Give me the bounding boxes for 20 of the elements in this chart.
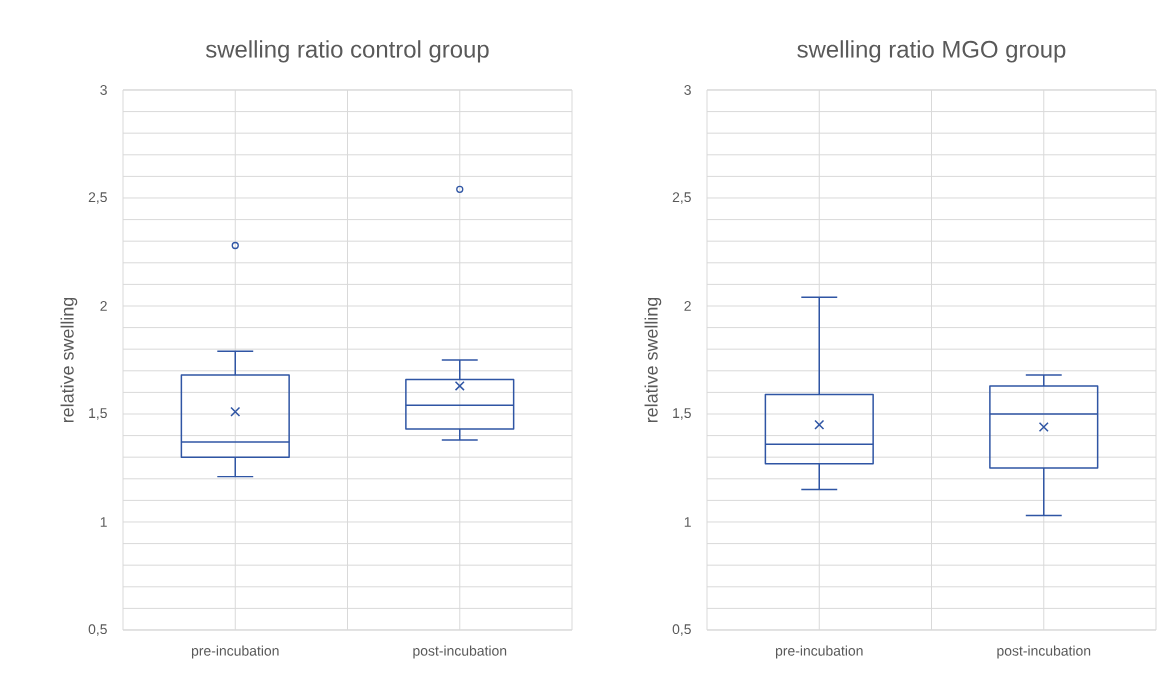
- x-tick-label: post-incubation: [413, 645, 507, 659]
- y-tick-label: 0,5: [672, 624, 691, 636]
- x-tick-label: pre-incubation: [775, 645, 863, 659]
- y-tick-label: 1,5: [673, 408, 691, 420]
- y-axis-title: relative swelling: [644, 297, 662, 423]
- x-tick-label: post-incubation: [997, 645, 1091, 659]
- chart-title: swelling ratio MGO group: [797, 40, 1066, 63]
- y-tick-label: 1: [100, 517, 107, 527]
- y-tick-label: 2,5: [672, 192, 691, 204]
- y-axis-title: relative swelling: [60, 297, 78, 423]
- y-tick-label: 2: [100, 301, 107, 311]
- y-tick-label: 1,5: [89, 408, 107, 420]
- chart-title: swelling ratio control group: [205, 40, 489, 63]
- y-tick-label: 2,5: [88, 192, 107, 204]
- x-tick-label: pre-incubation: [191, 645, 279, 659]
- y-tick-label: 3: [684, 85, 691, 95]
- y-tick-label: 2: [684, 301, 691, 311]
- y-tick-label: 0,5: [88, 624, 107, 636]
- y-tick-label: 3: [100, 85, 107, 95]
- y-tick-label: 1: [684, 517, 691, 527]
